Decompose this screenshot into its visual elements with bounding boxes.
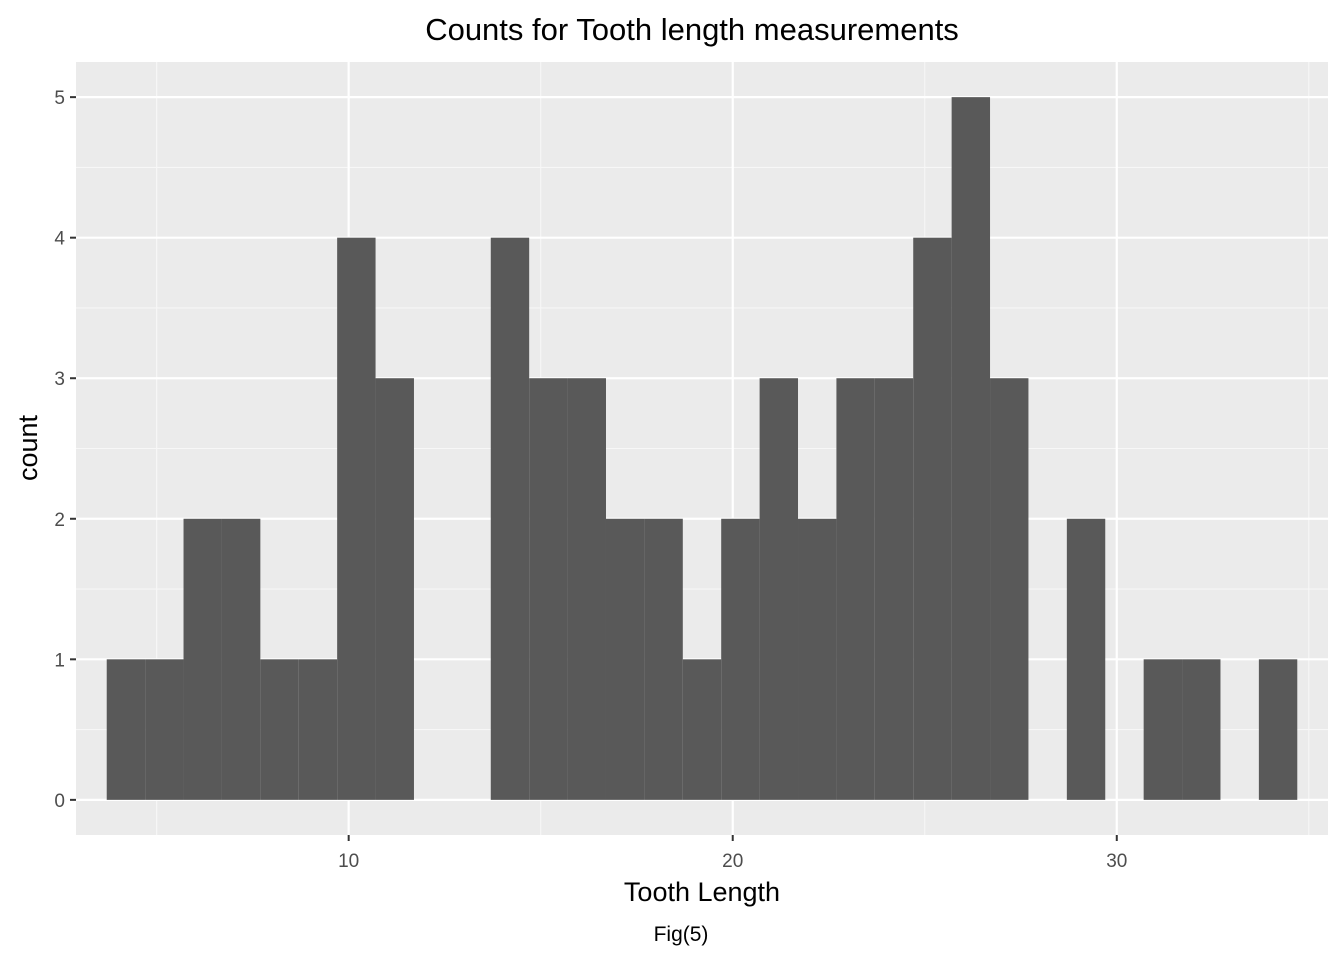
figure-caption: Fig(5) (654, 923, 709, 946)
y-axis-ticks: 0 1 2 3 4 5 (54, 88, 76, 812)
y-tick-label: 4 (54, 229, 65, 250)
histogram-bar (721, 518, 760, 800)
histogram-bar (1182, 659, 1221, 800)
x-axis-ticks: 10 20 30 (338, 835, 1127, 872)
histogram-bar (798, 518, 837, 800)
histogram-bar (605, 518, 645, 800)
histogram-bar (337, 237, 376, 800)
histogram-bar (874, 378, 914, 800)
x-tick-label: 30 (1106, 851, 1127, 872)
histogram-bars (106, 97, 1298, 800)
x-tick-label: 10 (338, 851, 359, 872)
x-tick-label: 20 (722, 851, 743, 872)
y-tick-label: 5 (54, 88, 65, 109)
histogram-bar (990, 378, 1029, 800)
histogram-bar (644, 518, 683, 800)
y-tick-label: 1 (54, 650, 65, 671)
histogram-bar (183, 518, 222, 800)
histogram-bar (260, 659, 299, 800)
histogram-bar (490, 237, 530, 800)
histogram-bar (145, 659, 184, 800)
histogram-bar (298, 659, 338, 800)
histogram-bar (221, 518, 261, 800)
chart-title: Counts for Tooth length measurements (425, 12, 959, 47)
histogram-bar (529, 378, 568, 800)
histogram-bar (1066, 518, 1106, 800)
histogram-bar (106, 659, 146, 800)
histogram-bar (1143, 659, 1183, 800)
x-axis-label: Tooth Length (624, 877, 780, 907)
y-axis-label: count (13, 414, 43, 481)
y-tick-label: 2 (54, 510, 65, 531)
y-tick-label: 0 (54, 791, 65, 812)
histogram-bar (836, 378, 875, 800)
histogram-bar (913, 237, 952, 800)
histogram-bar (375, 378, 414, 800)
y-tick-label: 3 (54, 369, 65, 390)
histogram-bar (759, 378, 799, 800)
histogram-bar (567, 378, 606, 800)
histogram-bar (1258, 659, 1298, 800)
histogram-bar (951, 97, 991, 800)
histogram-bar (682, 659, 722, 800)
